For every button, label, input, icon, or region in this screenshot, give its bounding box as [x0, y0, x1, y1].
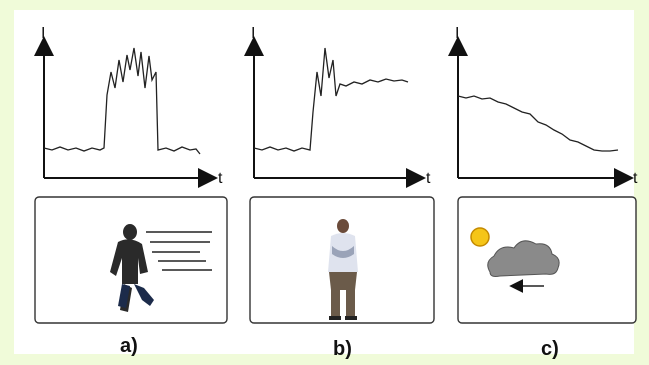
panel-a-y-label: I [41, 25, 45, 42]
panel-b-scene: b) [249, 196, 435, 360]
panel-c-y-label: I [455, 25, 459, 42]
panel-c-signal [457, 95, 619, 152]
panel-b-x-label: t [426, 170, 431, 187]
sun-icon [470, 227, 490, 247]
panel-a-scene: a) [34, 196, 228, 357]
panel-c-graph: I t [448, 25, 638, 188]
panel-c-label: c) [541, 338, 559, 360]
panel-a-label: a) [120, 335, 138, 357]
panel-c-x-label: t [633, 170, 638, 187]
panel-a-graph: I t [34, 25, 223, 188]
panel-a-signal [43, 47, 201, 155]
panel-b-signal [253, 47, 409, 152]
panel-a-x-label: t [218, 170, 223, 187]
cloud-icon [487, 240, 560, 277]
standing-person-icon [328, 219, 358, 320]
panel-b-label: b) [333, 338, 352, 360]
motion-lines [146, 231, 212, 271]
walking-person-icon [110, 224, 154, 312]
panel-b-y-label: I [251, 25, 255, 42]
panel-c-scene: c) [457, 196, 637, 360]
panel-b-graph: I t [244, 25, 431, 188]
